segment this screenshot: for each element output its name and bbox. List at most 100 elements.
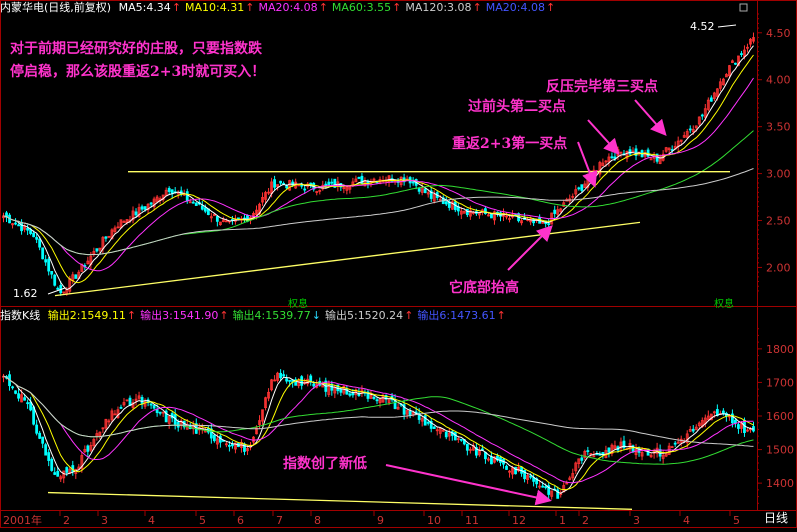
arrow-up-icon: ↑ [546,1,556,14]
candle [330,181,334,184]
candle [706,99,710,110]
candle [447,432,451,437]
candle [258,420,261,425]
candle [35,424,39,434]
candle [116,226,120,229]
strategy-note-line-1: 对于前期已经研究好的庄股，只要指数跌 [10,41,262,57]
candle [137,395,141,399]
candle [520,220,523,224]
candle [619,441,623,449]
candle [288,379,292,382]
candle [734,62,737,65]
x-tick-label: 3 [633,514,640,527]
candle [119,406,123,409]
candle [17,393,20,399]
candle [544,486,548,489]
candle [212,213,216,217]
indicator-label: 输出5:1520.24 [324,309,404,322]
indicator-label: MA5:4.34 [118,1,171,14]
candle [459,438,463,441]
indicator-label: 输出6:1473.61 [417,309,496,322]
indicator-label: 输出2:1549.11 [47,309,126,322]
candle [327,382,331,395]
candle [568,477,572,480]
indicator-label: MA20:4.08 [485,1,545,14]
candle [74,274,78,279]
candle [586,450,590,453]
y-tick-label: 4.00 [766,74,791,87]
candle [303,188,307,191]
x-tick-label: 10 [427,514,441,527]
candle [694,426,698,431]
candle [417,412,421,420]
x-tick-label: 6 [237,514,244,527]
x-tick-label: 2001年 [3,513,42,527]
candle [152,405,156,409]
candle [577,187,581,190]
candle [92,251,96,255]
candle [348,186,352,190]
candle [610,444,614,454]
candle [607,447,611,453]
x-tick-label: 2 [582,514,589,527]
candle [640,452,644,457]
candle [740,53,743,56]
arrow-up-icon: ↑ [392,1,402,14]
candle [490,456,493,465]
candle [38,238,42,248]
annotation-index-low: 指数创了新低 [283,456,367,472]
index-support-line [47,491,633,510]
candle [122,402,126,406]
candle [273,179,276,188]
candle [17,224,20,227]
x-tick-label: 12 [512,514,526,527]
y-tick-label: 3.00 [766,168,791,181]
upper-candles [2,32,755,296]
candle [679,139,683,142]
candle [276,372,279,381]
ma120-line [3,168,754,256]
candle [438,427,442,434]
candle [514,466,517,475]
candle [712,411,716,414]
candle [20,221,23,232]
candle [667,147,671,151]
candle [32,232,36,238]
candle [685,131,689,138]
candle [727,65,731,77]
out5-line [3,375,754,447]
candle [731,60,734,63]
ma20-line [3,77,754,272]
candle [610,156,614,159]
period-label[interactable]: 日线 [764,511,789,525]
arrow-up-icon: ↑ [171,1,182,14]
candle [276,184,279,188]
candle [255,427,258,435]
candle [38,432,42,439]
x-tick-label: 8 [314,514,321,527]
candle [44,259,48,263]
strategy-note: 对于前期已经研究好的庄股，只要指数跌 停启稳，那么该股重返2+3时就可买入！ [10,38,265,84]
candle [41,436,45,444]
candle [224,220,228,223]
candle [411,181,415,184]
candle [709,97,713,102]
candle [47,452,51,461]
candle [474,447,478,456]
candle [589,453,593,455]
candle [209,216,213,219]
candle [459,210,463,215]
strategy-note-line-2: 停启稳，那么该股重返2+3时就可买入！ [10,64,266,80]
bottom-rise-arrow [507,225,553,271]
candle [354,178,358,183]
candle [574,462,578,472]
candle [158,411,162,414]
candle [194,202,198,206]
annotation-buy-point-1: 重返2+3第一买点 [452,136,568,152]
candle [752,37,755,42]
candle [682,135,686,138]
candle [44,444,48,456]
candle [131,210,135,221]
candle [676,441,680,444]
candle [658,156,662,165]
